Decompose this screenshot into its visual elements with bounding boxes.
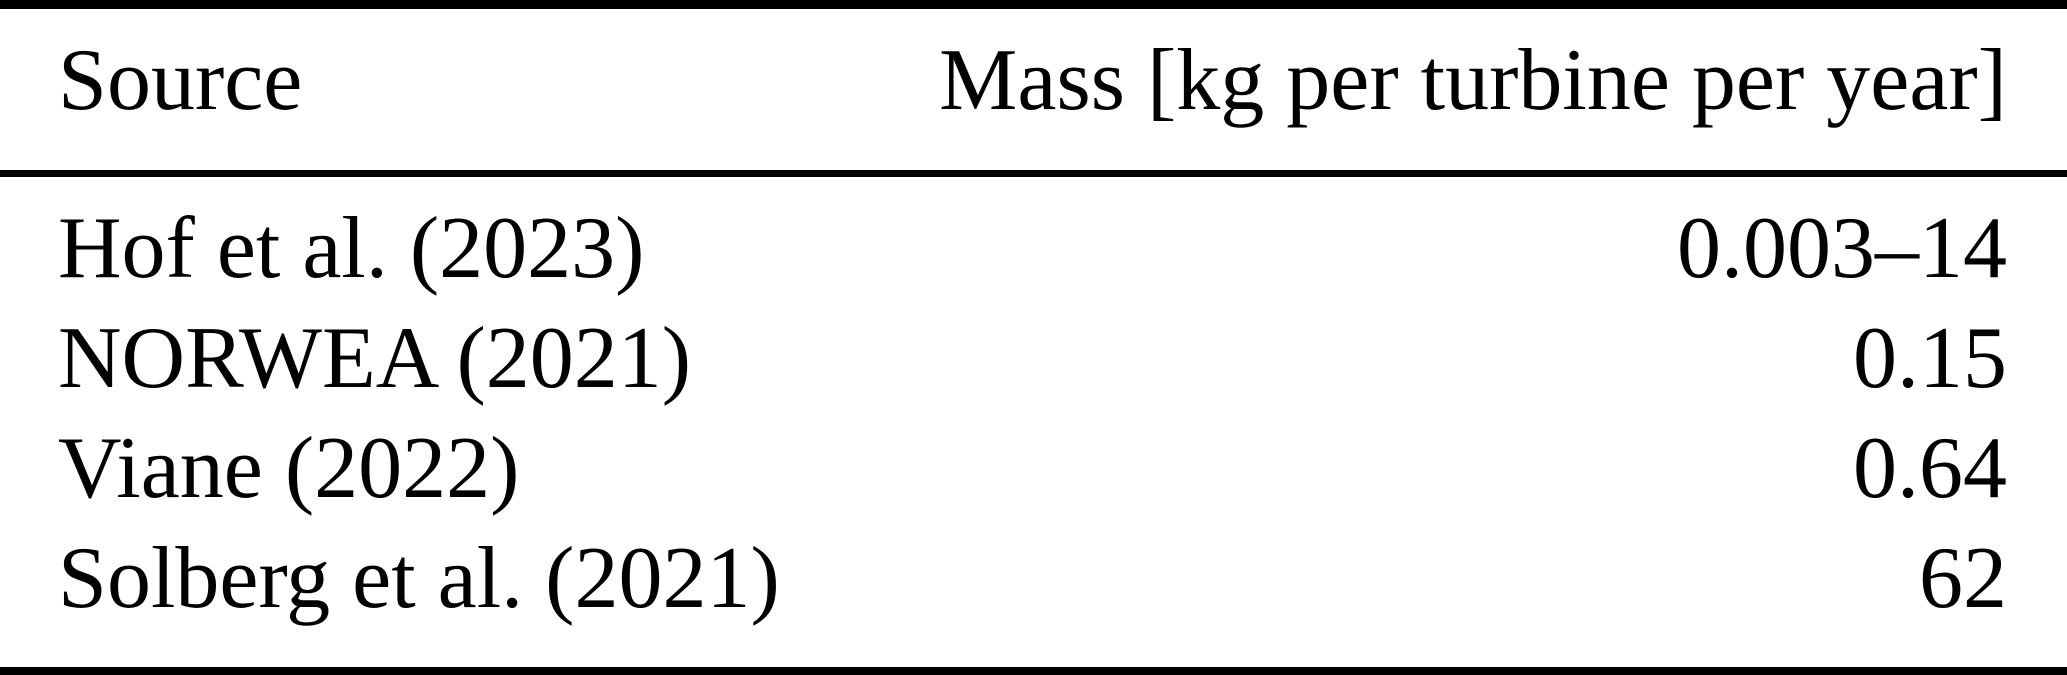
- table-header-row: Source Mass [kg per turbine per year]: [0, 9, 2067, 170]
- table-row: Hof et al. (2023) 0.003–14: [0, 193, 2067, 303]
- mass-cell: 0.003–14: [1677, 199, 2007, 297]
- mass-cell: 62: [1919, 529, 2007, 627]
- source-cell: Hof et al. (2023): [58, 199, 645, 297]
- mass-cell: 0.64: [1853, 419, 2007, 517]
- table-row: Viane (2022) 0.64: [0, 413, 2067, 523]
- source-cell: Solberg et al. (2021): [58, 529, 780, 627]
- column-header-source: Source: [58, 32, 303, 129]
- table-body: Hof et al. (2023) 0.003–14 NORWEA (2021)…: [0, 177, 2067, 633]
- source-cell: NORWEA (2021): [58, 309, 692, 407]
- mass-cell: 0.15: [1853, 309, 2007, 407]
- table-row: NORWEA (2021) 0.15: [0, 303, 2067, 413]
- bottom-rule: [0, 667, 2067, 675]
- table-row: Solberg et al. (2021) 62: [0, 523, 2067, 633]
- column-header-mass: Mass [kg per turbine per year]: [939, 32, 2007, 129]
- source-cell: Viane (2022): [58, 419, 520, 517]
- header-rule: [0, 170, 2067, 177]
- top-rule: [0, 0, 2067, 9]
